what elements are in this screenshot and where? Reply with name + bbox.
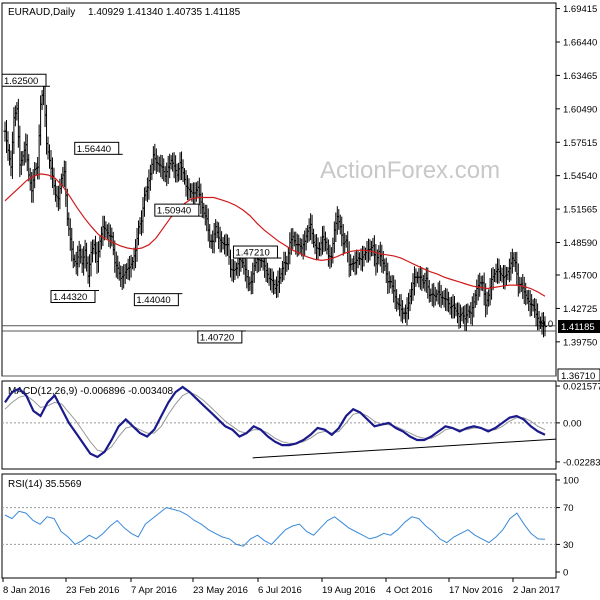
price-tick-label: 1.45700 — [563, 270, 597, 281]
macd-tick-label: 0.021577 — [563, 381, 600, 392]
rsi-tick-label: 70 — [563, 503, 574, 514]
price-tick-label: 1.51565 — [563, 205, 597, 216]
symbol-label: EURAUD,Daily — [8, 7, 75, 18]
macd-panel: MACD(12,26,9) -0.006896 -0.003408 0.0215… — [1, 380, 600, 470]
x-tick-label: 4 Oct 2016 — [386, 585, 432, 596]
level-zero-label: 0.0 — [540, 319, 553, 330]
annotation-label: 1.44040 — [136, 295, 170, 306]
rsi-panel-frame — [1, 473, 557, 579]
x-tick-label: 23 May 2016 — [193, 585, 248, 596]
annotation-box — [154, 203, 200, 217]
moving-average-line — [4, 173, 546, 297]
price-tick-label: 1.60490 — [563, 104, 597, 115]
macd-tick-label: -0.022833 — [563, 457, 600, 468]
price-levels — [2, 325, 556, 377]
price-tick-label: 1.66440 — [563, 37, 597, 48]
macd-line — [4, 385, 546, 459]
price-tick-label: 1.39750 — [563, 337, 597, 348]
bottom-level-label: 1.36710 — [561, 371, 595, 382]
ohlc-label: 1.40929 1.41340 1.40735 1.41185 — [88, 7, 241, 18]
price-annotations: 1.62500 1.56440 1.44320 1.44040 1.50940 1.407… — [1, 73, 282, 344]
annotation-box — [74, 141, 120, 155]
price-tick-label: 1.42725 — [563, 304, 597, 315]
rsi-line — [4, 507, 546, 547]
annotation-label: 1.50940 — [157, 206, 191, 217]
x-tick-label: 19 Aug 2016 — [322, 585, 375, 596]
x-axis: 8 Jan 2016 23 Feb 2016 7 Apr 2016 23 May 20… — [2, 578, 560, 596]
annotation-box — [232, 245, 278, 259]
rsi-axis: 100 70 30 0 — [2, 476, 579, 579]
price-tick-label: 1.48590 — [563, 238, 597, 249]
rsi-tick-label: 100 — [563, 476, 579, 487]
annotation-box — [50, 290, 96, 304]
price-panel: EURAUD,Daily 1.40929 1.41340 1.40735 1.4… — [1, 2, 600, 382]
macd-axis: 0.021577 0.00 -0.022833 — [556, 381, 600, 468]
price-bars — [3, 75, 547, 338]
x-tick-label: 7 Apr 2016 — [131, 585, 177, 596]
price-tick-label: 1.63465 — [563, 71, 597, 82]
macd-tick-label: 0.00 — [563, 418, 582, 429]
watermark: ActionForex.com — [320, 157, 500, 184]
annotation-box — [133, 293, 179, 307]
bottom-level-box — [557, 368, 600, 382]
current-price-label: 1.41185 — [561, 322, 595, 333]
rsi-tick-label: 30 — [563, 540, 574, 551]
annotation-label: 1.47210 — [235, 248, 269, 259]
annotation-box — [197, 330, 243, 344]
rsi-tick-label: 0 — [563, 568, 568, 579]
x-tick-label: 8 Jan 2016 — [3, 585, 50, 596]
price-tick-label: 1.57515 — [563, 138, 597, 149]
annotation-label: 1.56440 — [77, 144, 111, 155]
x-tick-label: 17 Nov 2016 — [449, 585, 503, 596]
annotation-label: 1.44320 — [53, 292, 87, 303]
rsi-title: RSI(14) 35.5569 — [8, 479, 82, 490]
rsi-panel: RSI(14) 35.5569 100 70 30 0 — [1, 473, 579, 579]
macd-trendline — [252, 438, 557, 459]
annotation-label: 1.40720 — [200, 332, 234, 343]
price-tick-label: 1.69415 — [563, 4, 597, 15]
current-price-box — [558, 320, 600, 333]
x-tick-label: 2 Jan 2017 — [513, 585, 560, 596]
macd-title: MACD(12,26,9) -0.006896 -0.003408 — [8, 386, 174, 397]
price-tick-label: 1.54540 — [563, 171, 597, 182]
x-tick-label: 23 Feb 2016 — [66, 585, 119, 596]
x-tick-label: 6 Jul 2016 — [258, 585, 302, 596]
annotation-label: 1.62500 — [4, 76, 38, 87]
price-axis: 1.69415 1.66440 1.63465 1.60490 1.57515 1.545… — [556, 4, 597, 348]
annotation-box — [1, 73, 47, 87]
macd-panel-frame — [1, 380, 557, 470]
